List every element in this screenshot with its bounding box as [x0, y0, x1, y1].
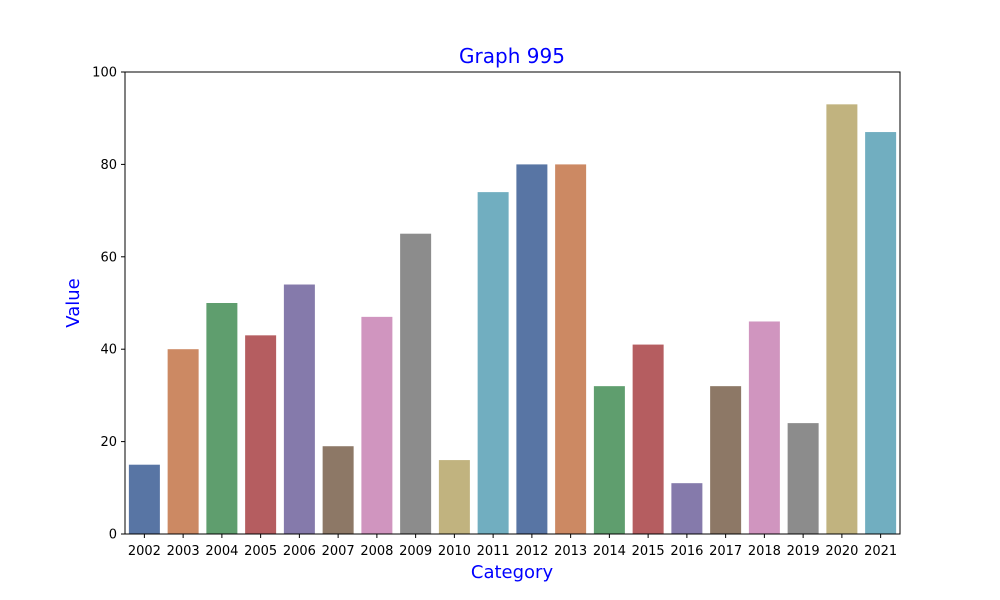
x-tick-label: 2005: [244, 544, 277, 559]
x-tick-label: 2003: [167, 544, 200, 559]
y-tick-label: 100: [92, 66, 117, 81]
bar-2019: [787, 423, 819, 534]
x-tick-label: 2008: [360, 544, 393, 559]
bar-2005: [245, 335, 277, 534]
bar-2010: [438, 460, 470, 534]
x-axis: 2002 2003 2004 2005 2006 2007 2008 2009 2010 2011…: [128, 534, 897, 559]
bar-2013: [555, 164, 587, 534]
y-tick-label: 80: [100, 158, 117, 173]
bar-2009: [400, 233, 432, 534]
bar-2016: [671, 483, 703, 534]
y-axis-label: Value: [63, 278, 84, 327]
x-tick-label: 2013: [554, 544, 587, 559]
bar-2021: [865, 132, 897, 534]
y-tick-label: 60: [100, 250, 117, 265]
x-tick-label: 2019: [787, 544, 820, 559]
x-tick-label: 2014: [593, 544, 626, 559]
bar-2012: [516, 164, 548, 534]
x-tick-label: 2016: [670, 544, 703, 559]
x-tick-label: 2007: [322, 544, 355, 559]
bar-2018: [748, 321, 780, 534]
bar-2008: [361, 316, 393, 534]
y-tick-label: 40: [100, 343, 117, 358]
x-tick-label: 2009: [399, 544, 432, 559]
x-tick-label: 2012: [515, 544, 548, 559]
x-tick-label: 2017: [709, 544, 742, 559]
plot-frame: [124, 71, 901, 535]
y-tick-label: 0: [109, 528, 117, 543]
x-tick-label: 2011: [477, 544, 510, 559]
bar-2014: [593, 386, 625, 534]
bar-2015: [632, 344, 664, 534]
x-tick-label: 2020: [825, 544, 858, 559]
x-tick-label: 2006: [283, 544, 316, 559]
x-tick-label: 2015: [632, 544, 665, 559]
y-tick-label: 20: [100, 435, 117, 450]
bar-2011: [477, 192, 509, 534]
bar-2003: [167, 349, 199, 534]
bar-2002: [128, 464, 160, 534]
x-tick-label: 2002: [128, 544, 161, 559]
bar-2020: [826, 104, 858, 534]
bar-2007: [322, 446, 354, 534]
bar-2006: [283, 284, 315, 534]
chart-title: Graph 995: [459, 44, 565, 68]
x-tick-label: 2018: [748, 544, 781, 559]
bar-2017: [710, 386, 742, 534]
x-axis-label: Category: [471, 562, 554, 583]
bars-group: [128, 104, 897, 534]
x-tick-label: 2021: [864, 544, 897, 559]
y-axis: 0 20 40 60 80 100: [92, 66, 125, 543]
x-tick-label: 2010: [438, 544, 471, 559]
x-tick-label: 2004: [205, 544, 238, 559]
bar-2004: [206, 303, 238, 534]
